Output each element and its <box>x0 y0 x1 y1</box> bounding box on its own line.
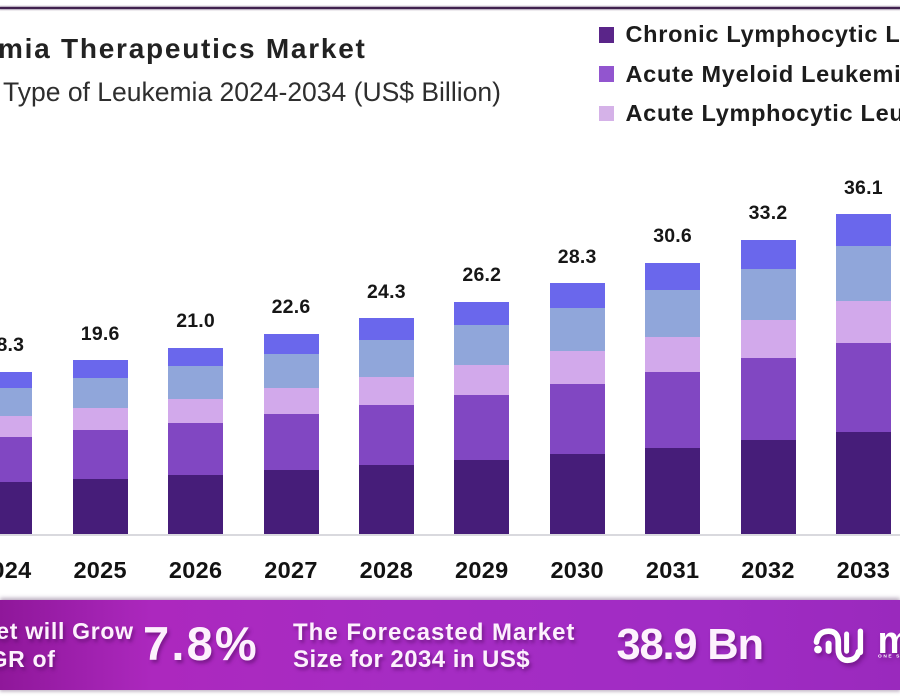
svg-text:m: m <box>878 620 900 662</box>
svg-text:ONE STOP SH: ONE STOP SH <box>878 654 900 660</box>
